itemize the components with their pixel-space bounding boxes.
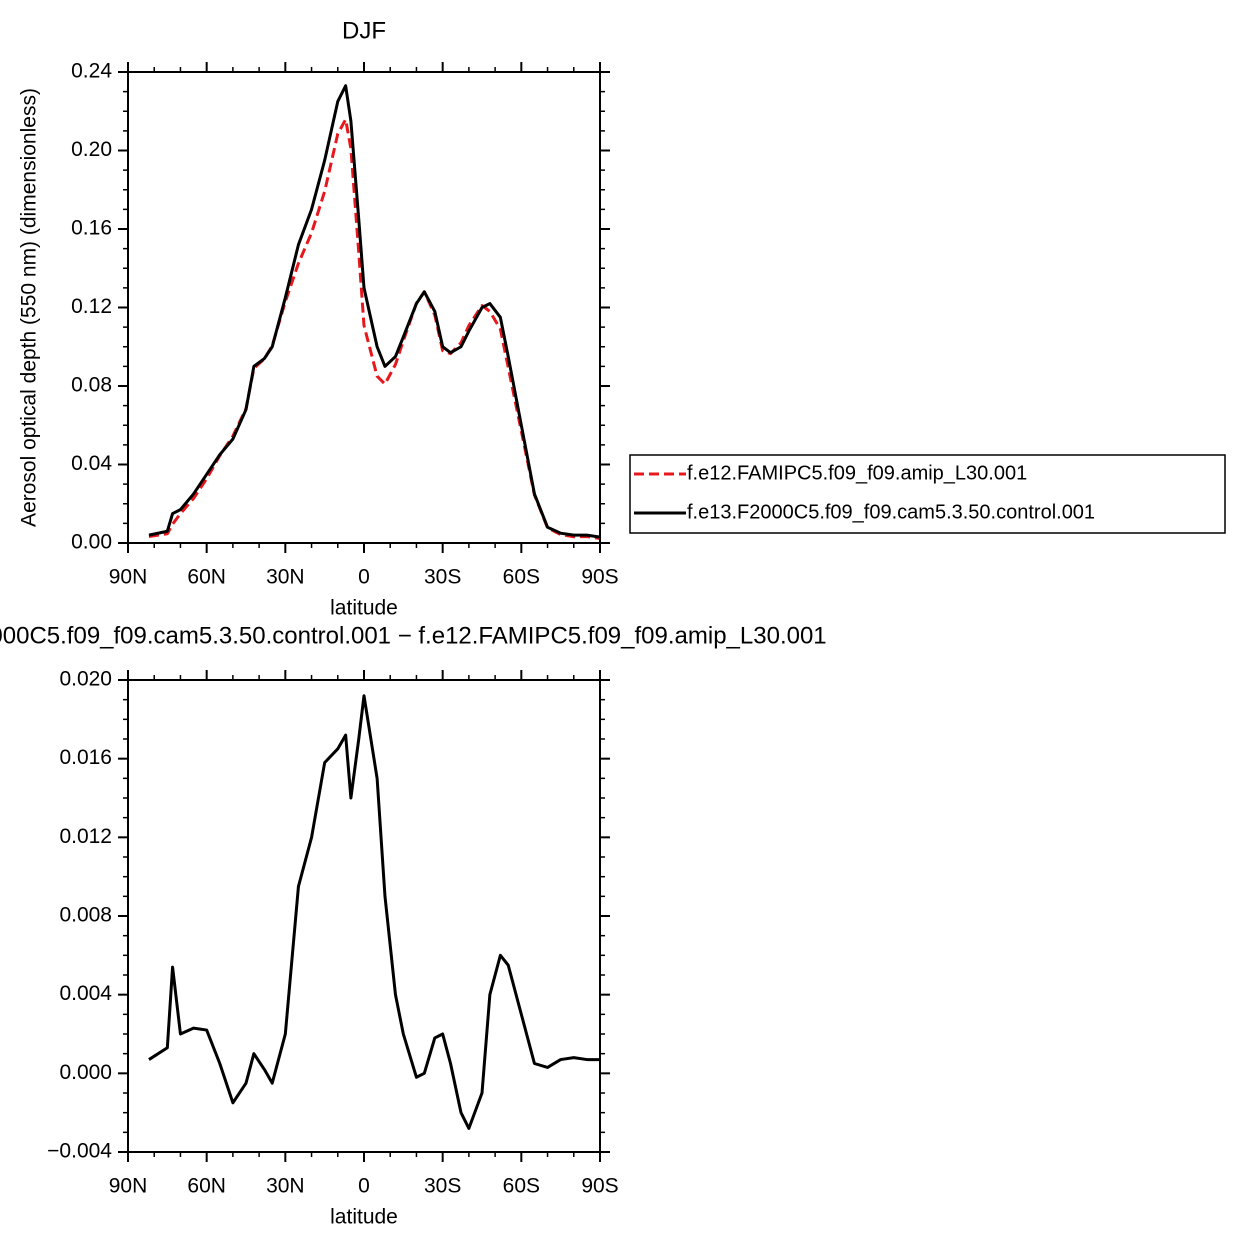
y-tick-label: 0.012 xyxy=(59,825,112,848)
x-tick-label: 30S xyxy=(424,566,461,589)
x-tick-label: 90N xyxy=(109,566,148,589)
x-tick-label: 30N xyxy=(266,1175,305,1198)
y-tick-label: 0.04 xyxy=(71,452,112,475)
y-tick-label: 0.24 xyxy=(71,60,112,83)
data-line xyxy=(148,84,601,539)
x-axis-label: latitude xyxy=(330,1206,398,1229)
y-tick-label: 0.16 xyxy=(71,217,112,240)
data-line xyxy=(148,694,600,1130)
x-tick-label: 90S xyxy=(581,1175,618,1198)
x-tick-label: 60S xyxy=(503,566,540,589)
y-tick-label: 0.00 xyxy=(71,531,112,554)
x-tick-label: 30N xyxy=(266,566,305,589)
legend-box xyxy=(629,454,1226,534)
y-tick-label: 0.12 xyxy=(71,295,112,318)
x-tick-label: 60N xyxy=(187,566,226,589)
y-tick-label: −0.004 xyxy=(47,1140,112,1163)
x-tick-label: 60N xyxy=(187,1175,226,1198)
x-tick-label: 0 xyxy=(358,1175,370,1198)
plot-frame xyxy=(127,71,601,544)
x-axis-label: latitude xyxy=(330,597,398,620)
legend-label: f.e13.F2000C5.f09_f09.cam5.3.50.control.… xyxy=(687,501,1095,523)
y-tick-label: 0.008 xyxy=(59,904,112,927)
x-tick-label: 90N xyxy=(109,1175,148,1198)
legend-label: f.e12.FAMIPC5.f09_f09.amip_L30.001 xyxy=(687,462,1027,484)
x-tick-label: 0 xyxy=(358,566,370,589)
chart-title: f.e13.F2000C5.f09_f09.cam5.3.50.control.… xyxy=(0,622,827,649)
y-tick-label: 0.004 xyxy=(59,982,112,1005)
y-tick-label: 0.20 xyxy=(71,138,112,161)
y-tick-label: 0.000 xyxy=(59,1061,112,1084)
x-tick-label: 60S xyxy=(503,1175,540,1198)
x-tick-label: 30S xyxy=(424,1175,461,1198)
y-tick-label: 0.08 xyxy=(71,374,112,397)
y-tick-label: 0.020 xyxy=(59,668,112,691)
y-tick-label: 0.016 xyxy=(59,746,112,769)
plot-frame xyxy=(127,679,601,1153)
x-tick-label: 90S xyxy=(581,566,618,589)
y-axis-label: Aerosol optical depth (550 nm) (dimensio… xyxy=(18,88,41,527)
chart-title: DJF xyxy=(342,17,386,44)
